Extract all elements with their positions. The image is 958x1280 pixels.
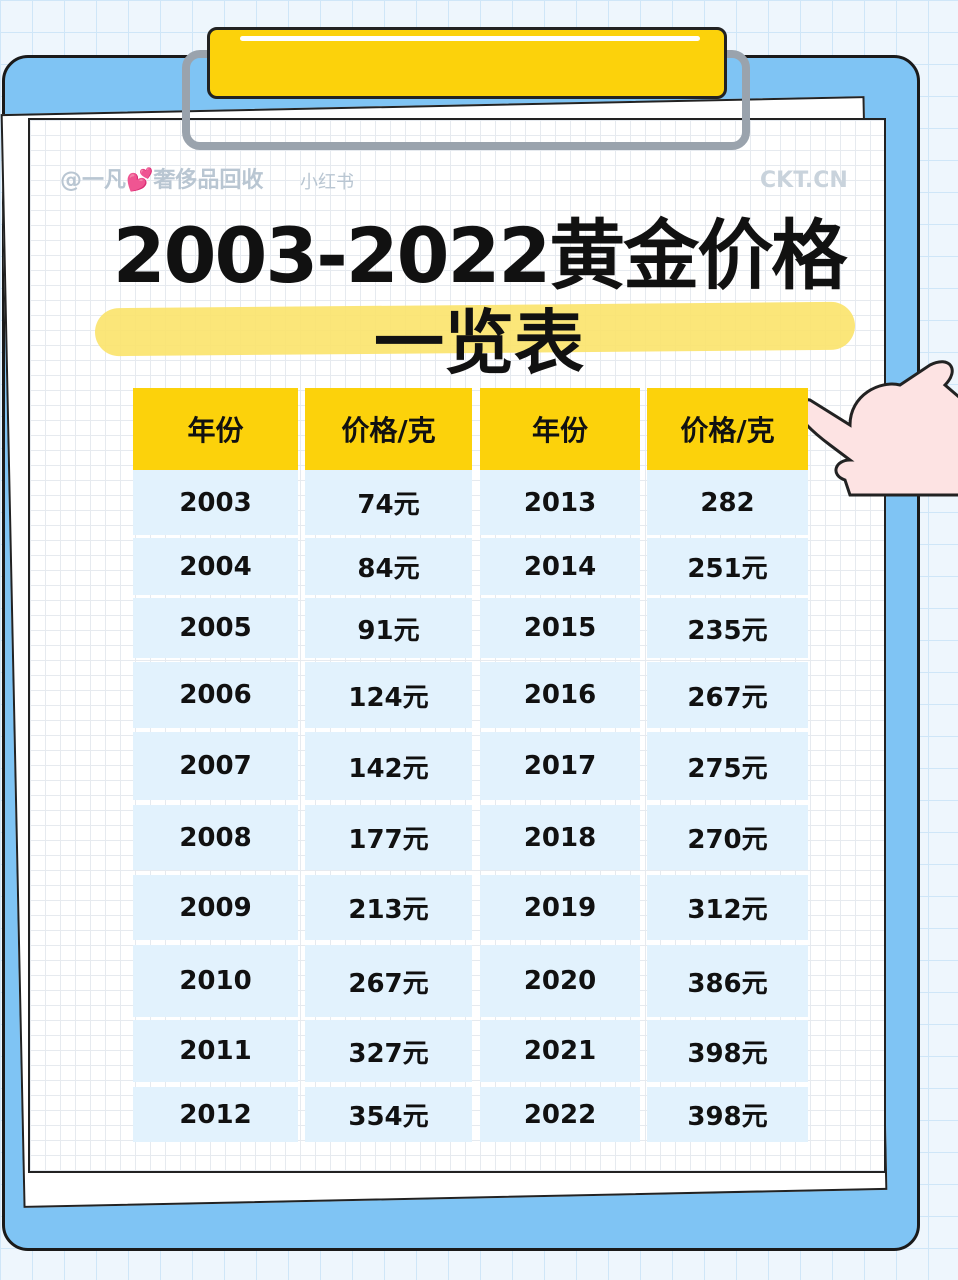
year-cell: 2007 [133, 732, 298, 800]
price-cell: 91元 [305, 598, 472, 658]
price-cell: 74元 [305, 470, 472, 535]
year-cell: 2020 [480, 945, 640, 1017]
header-cell: 价格/克 [305, 388, 472, 470]
watermark-source: 小红书 [300, 172, 354, 193]
watermark-text: @一凡💕奢侈品回收 [60, 168, 264, 193]
year-cell: 2011 [133, 1020, 298, 1082]
watermark-brand: CKT.CN [760, 168, 848, 193]
clip [207, 27, 727, 99]
price-cell: 84元 [305, 538, 472, 595]
header-cell: 价格/克 [647, 388, 808, 470]
price-cell: 142元 [305, 732, 472, 800]
year-cell: 2004 [133, 538, 298, 595]
price-cell: 282 [647, 470, 808, 535]
year-cell: 2014 [480, 538, 640, 595]
price-cell: 251元 [647, 538, 808, 595]
price-cell: 267元 [305, 945, 472, 1017]
page-title: 2003-2022黄金价格 [112, 211, 848, 300]
price-cell: 213元 [305, 875, 472, 940]
header-cell: 年份 [133, 388, 298, 470]
year-cell: 2013 [480, 470, 640, 535]
price-cell: 398元 [647, 1087, 808, 1142]
year-cell: 2006 [133, 662, 298, 728]
year-cell: 2009 [133, 875, 298, 940]
price-cell: 398元 [647, 1020, 808, 1082]
year-cell: 2015 [480, 598, 640, 658]
page-subtitle: 一览表 [374, 302, 584, 384]
price-cell: 312元 [647, 875, 808, 940]
year-cell: 2005 [133, 598, 298, 658]
year-cell: 2018 [480, 805, 640, 870]
year-cell: 2003 [133, 470, 298, 535]
price-cell: 177元 [305, 805, 472, 870]
price-cell: 124元 [305, 662, 472, 728]
year-cell: 2010 [133, 945, 298, 1017]
year-cell: 2021 [480, 1020, 640, 1082]
year-cell: 2016 [480, 662, 640, 728]
year-cell: 2022 [480, 1087, 640, 1142]
price-cell: 386元 [647, 945, 808, 1017]
price-cell: 235元 [647, 598, 808, 658]
price-cell: 270元 [647, 805, 808, 870]
year-cell: 2012 [133, 1087, 298, 1142]
price-cell: 327元 [305, 1020, 472, 1082]
pointing-hand-icon [793, 360, 958, 497]
year-cell: 2019 [480, 875, 640, 940]
price-cell: 275元 [647, 732, 808, 800]
year-cell: 2008 [133, 805, 298, 870]
price-cell: 354元 [305, 1087, 472, 1142]
year-cell: 2017 [480, 732, 640, 800]
header-cell: 年份 [480, 388, 640, 470]
price-cell: 267元 [647, 662, 808, 728]
